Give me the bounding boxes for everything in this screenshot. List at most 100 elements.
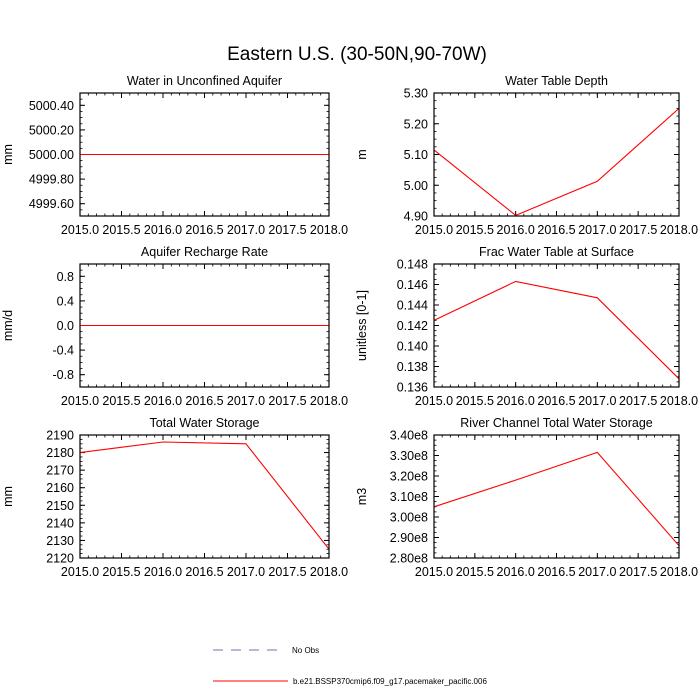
plot-frame	[433, 434, 680, 559]
plot-frame	[79, 434, 330, 559]
y-axis-label: mm	[1, 144, 15, 165]
y-tick-label: 0.146	[397, 278, 428, 292]
x-tick-label: 2016.5	[537, 565, 575, 579]
x-tick-label: 2017.5	[619, 223, 657, 237]
x-tick-label: 2015.5	[102, 394, 140, 408]
panel-title: Water in Unconfined Aquifer	[127, 74, 282, 88]
y-tick-label: 0.4	[57, 294, 74, 308]
legend-model-label: b.e21.BSSP370cmip6.f09_g17.pacemaker_pac…	[293, 677, 487, 686]
x-tick-label: 2017.0	[227, 394, 265, 408]
series-line	[433, 451, 680, 547]
x-tick-label: 2018.0	[660, 565, 698, 579]
series-line	[433, 107, 680, 217]
y-tick-label: -0.4	[52, 344, 74, 358]
y-tick-label: 4999.80	[29, 173, 74, 187]
x-tick-label: 2015.0	[415, 394, 453, 408]
x-tick-label: 2016.0	[497, 394, 535, 408]
y-tick-label: 2.90e8	[390, 531, 428, 545]
y-tick-label: 3.40e8	[390, 429, 428, 443]
series-line	[433, 280, 680, 380]
panel-title: Aquifer Recharge Rate	[141, 245, 268, 259]
x-tick-label: 2017.5	[619, 394, 657, 408]
x-tick-label: 2017.5	[268, 223, 306, 237]
x-tick-label: 2016.0	[144, 565, 182, 579]
y-tick-label: 2180	[46, 446, 74, 460]
y-tick-label: 5000.00	[29, 148, 74, 162]
x-tick-label: 2016.5	[185, 565, 223, 579]
y-tick-label: 5.20	[404, 117, 428, 131]
y-tick-label: 0.144	[397, 299, 428, 313]
x-tick-label: 2017.0	[578, 394, 616, 408]
x-tick-label: 2017.0	[578, 223, 616, 237]
legend-obs-label: No Obs	[292, 646, 319, 655]
y-tick-label: 3.30e8	[390, 449, 428, 463]
y-tick-label: 4999.60	[29, 197, 74, 211]
x-tick-label: 2015.5	[456, 223, 494, 237]
x-tick-label: 2015.0	[415, 565, 453, 579]
y-tick-label: 0.0	[57, 319, 74, 333]
y-tick-label: 0.140	[397, 340, 428, 354]
x-tick-label: 2017.0	[227, 565, 265, 579]
x-tick-label: 2017.5	[619, 565, 657, 579]
x-tick-label: 2018.0	[660, 223, 698, 237]
y-axis-label: unitless [0-1]	[355, 290, 369, 361]
x-tick-label: 2017.5	[268, 565, 306, 579]
x-tick-label: 2016.5	[537, 394, 575, 408]
x-tick-label: 2015.5	[102, 565, 140, 579]
x-tick-label: 2015.0	[61, 394, 99, 408]
panel-title: Water Table Depth	[505, 74, 608, 88]
x-tick-label: 2015.0	[415, 223, 453, 237]
y-tick-label: 2130	[46, 534, 74, 548]
y-tick-label: 4.90	[404, 210, 428, 224]
y-tick-label: 2160	[46, 481, 74, 495]
y-axis-label: mm	[1, 486, 15, 507]
panel-title: River Channel Total Water Storage	[460, 416, 653, 430]
y-tick-label: 2140	[46, 516, 74, 530]
y-tick-label: 0.148	[397, 258, 428, 272]
x-tick-label: 2018.0	[310, 565, 348, 579]
y-axis-label: m	[355, 149, 369, 159]
x-tick-label: 2016.5	[185, 394, 223, 408]
panel-3: Aquifer Recharge Rate mm/d 2015.0 2015.5 201…	[1, 245, 348, 408]
y-tick-label: 3.20e8	[390, 470, 428, 484]
x-tick-label: 2016.0	[144, 223, 182, 237]
x-tick-label: 2016.5	[185, 223, 223, 237]
y-tick-label: 5.10	[404, 148, 428, 162]
x-tick-label: 2016.0	[497, 223, 535, 237]
y-tick-label: -0.8	[52, 368, 74, 382]
y-tick-label: 2120	[46, 552, 74, 566]
x-tick-label: 2017.0	[227, 223, 265, 237]
x-tick-label: 2016.5	[537, 223, 575, 237]
y-tick-label: 0.142	[397, 319, 428, 333]
x-tick-label: 2015.5	[102, 223, 140, 237]
x-tick-label: 2018.0	[310, 223, 348, 237]
y-tick-label: 0.136	[397, 381, 428, 395]
x-tick-label: 2016.0	[144, 394, 182, 408]
panel-title: Total Water Storage	[149, 416, 259, 430]
y-tick-label: 5.00	[404, 179, 428, 193]
plot-frame	[79, 263, 330, 388]
panel-2: Water Table Depth m 2015.0 2015.5 2016.0 2016…	[355, 74, 698, 237]
x-tick-label: 2017.5	[268, 394, 306, 408]
x-tick-label: 2015.0	[61, 223, 99, 237]
x-tick-label: 2017.0	[578, 565, 616, 579]
y-tick-label: 2150	[46, 499, 74, 513]
x-tick-label: 2015.5	[456, 394, 494, 408]
y-tick-label: 5000.20	[29, 123, 74, 137]
y-tick-label: 2.80e8	[390, 552, 428, 566]
figure-title: Eastern U.S. (30-50N,90-70W)	[227, 44, 487, 65]
panel-6: River Channel Total Water Storage m3 2015.…	[355, 416, 698, 579]
legend: No Obs b.e21.BSSP370cmip6.f09_g17.pacema…	[213, 646, 487, 686]
plot-frame	[433, 263, 680, 388]
y-tick-label: 5.30	[404, 87, 428, 101]
y-tick-label: 0.138	[397, 360, 428, 374]
y-tick-label: 0.8	[57, 270, 74, 284]
y-axis-label: m3	[355, 488, 369, 505]
x-tick-label: 2015.5	[456, 565, 494, 579]
y-tick-label: 2190	[46, 429, 74, 443]
x-tick-label: 2016.0	[497, 565, 535, 579]
panel-title: Frac Water Table at Surface	[479, 245, 634, 259]
